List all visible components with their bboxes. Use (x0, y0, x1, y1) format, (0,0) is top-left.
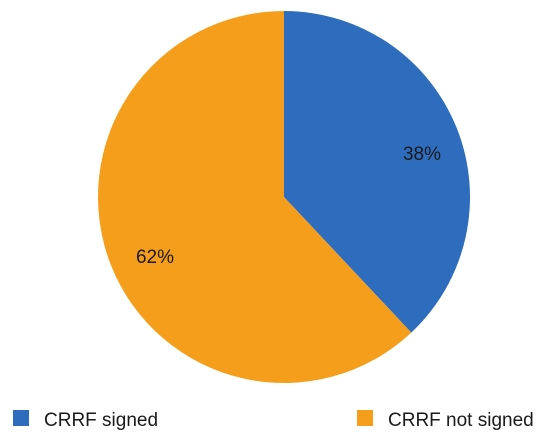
pie-slices (98, 11, 471, 383)
slice-labels: 38% 62% (136, 144, 441, 268)
legend-swatch-crrf-signed (13, 410, 29, 426)
legend-label-crrf-not-signed: CRRF not signed (388, 410, 534, 431)
pie-slice-crrf-not-signed (98, 11, 412, 383)
slice-label-crrf-not-signed: 62% (136, 247, 174, 268)
pie-slice-crrf-signed (284, 11, 471, 333)
slice-label-crrf-signed: 38% (403, 144, 441, 165)
legend-swatch-crrf-not-signed (357, 410, 373, 426)
legend-label-crrf-signed: CRRF signed (44, 410, 158, 431)
legend: CRRF signed CRRF not signed (13, 410, 534, 431)
